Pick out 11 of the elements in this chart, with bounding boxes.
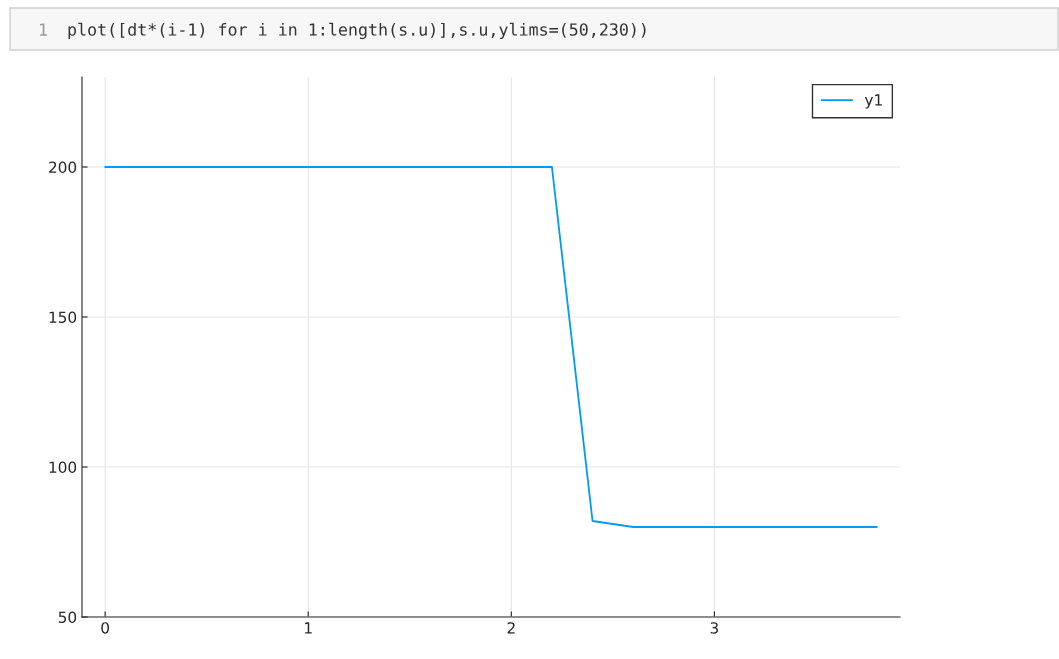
x-tick-label: 0 — [101, 622, 109, 634]
y-tick-label: 200 — [49, 161, 77, 174]
text: 1 — [40, 23, 47, 36]
x-tick-label: 2 — [507, 622, 515, 634]
text: plot([dt*(i-1) for i in 1:length(s.u)],s.u,ylims=(50,230)) — [68, 22, 646, 40]
x-tick-label: 1 — [305, 622, 312, 634]
y-tick-label: 100 — [49, 461, 77, 474]
y-tick-label: 50 — [58, 611, 77, 624]
x-tick-label: 3 — [710, 622, 719, 634]
y-tick-label: 150 — [49, 311, 77, 324]
legend-label: y1 — [864, 94, 882, 109]
